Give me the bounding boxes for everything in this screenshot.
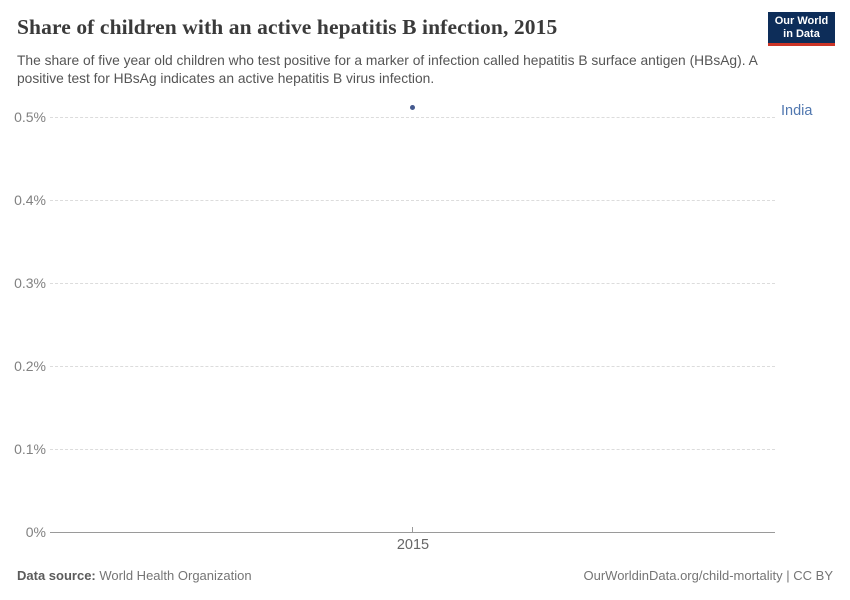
- data-point-india-2015[interactable]: [410, 105, 415, 110]
- data-source: Data source: World Health Organization: [17, 568, 252, 583]
- ytick-0.3: 0.3%: [14, 275, 46, 291]
- ytick-0.2: 0.2%: [14, 358, 46, 374]
- entity-label-india[interactable]: India: [781, 103, 813, 119]
- ytick-0.5: 0.5%: [14, 109, 46, 125]
- chart-footer: Data source: World Health Organization O…: [17, 568, 833, 583]
- data-source-value: World Health Organization: [95, 568, 252, 583]
- owid-logo-line1: Our World: [774, 14, 829, 27]
- chart-subtitle: The share of five year old children who …: [17, 53, 758, 87]
- gridline-0.1: [50, 449, 775, 450]
- owid-logo-line2: in Data: [783, 27, 820, 40]
- ytick-0.1: 0.1%: [14, 441, 46, 457]
- x-axis-line: [50, 532, 775, 533]
- owid-logo[interactable]: Our World in Data: [768, 12, 835, 46]
- credit-link[interactable]: OurWorldinData.org/child-mortality | CC …: [583, 568, 834, 583]
- ytick-0.4: 0.4%: [14, 192, 46, 208]
- gridline-0.5: [50, 117, 775, 118]
- xtick-label-2015: 2015: [396, 537, 430, 553]
- ytick-0: 0%: [25, 524, 46, 540]
- xtick-mark-2015: [412, 527, 413, 532]
- gridline-0.3: [50, 283, 775, 284]
- data-source-label: Data source:: [17, 568, 96, 583]
- gridline-0.2: [50, 366, 775, 367]
- gridline-0.4: [50, 200, 775, 201]
- chart-title: Share of children with an active hepatit…: [17, 15, 558, 39]
